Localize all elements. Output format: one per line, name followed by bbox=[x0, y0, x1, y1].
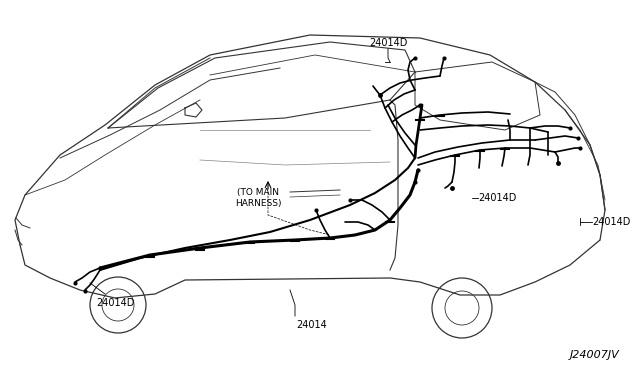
Text: J24007JV: J24007JV bbox=[570, 350, 620, 360]
Text: 24014D: 24014D bbox=[478, 193, 516, 203]
Text: 24014: 24014 bbox=[296, 320, 328, 330]
Text: 24014D: 24014D bbox=[592, 217, 630, 227]
Text: 24014D: 24014D bbox=[369, 38, 407, 48]
Text: (TO MAIN
HARNESS): (TO MAIN HARNESS) bbox=[235, 188, 281, 208]
Text: 24014D: 24014D bbox=[96, 298, 134, 308]
